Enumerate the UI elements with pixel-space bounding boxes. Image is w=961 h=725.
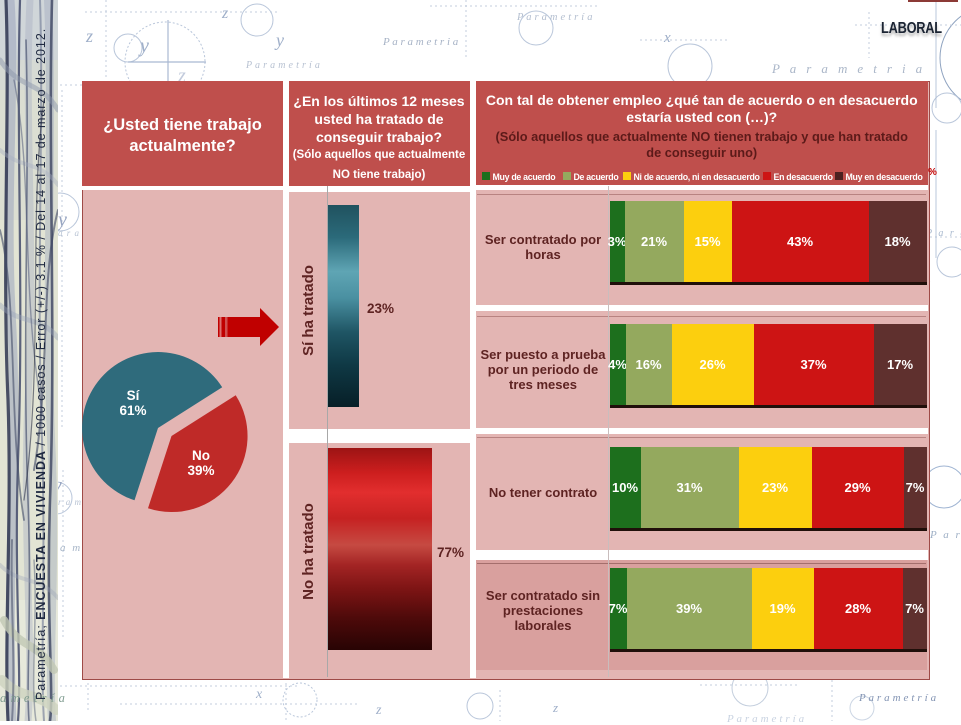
svg-text:x: x <box>255 687 263 702</box>
svg-text:z: z <box>552 700 558 715</box>
svg-text:z: z <box>221 5 229 22</box>
svg-text:y: y <box>56 209 67 231</box>
svg-text:z: z <box>375 703 382 718</box>
svg-text:y: y <box>274 30 284 50</box>
svg-text:x: x <box>663 30 671 46</box>
svg-text:z: z <box>85 26 93 46</box>
svg-text:y: y <box>138 35 149 57</box>
svg-text:z: z <box>177 65 186 87</box>
